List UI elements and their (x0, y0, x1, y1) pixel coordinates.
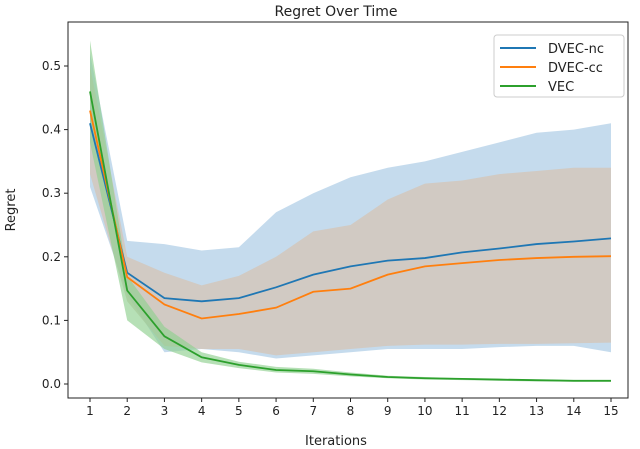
x-tick-label: 4 (198, 404, 206, 418)
x-tick-label: 9 (384, 404, 392, 418)
legend-box (493, 34, 625, 98)
y-tick-label: 0.2 (42, 250, 61, 264)
legend-label-dvec-cc: DVEC-cc (548, 61, 603, 76)
x-axis-label: Iterations (305, 434, 367, 449)
x-tick-label: 11 (455, 404, 470, 418)
x-tick-label: 10 (417, 404, 432, 418)
y-tick-label: 0.4 (42, 123, 61, 137)
y-tick-label: 0.0 (42, 377, 61, 391)
x-tick-label: 12 (492, 404, 507, 418)
y-tick-label: 0.1 (42, 313, 61, 327)
x-tick-label: 7 (309, 404, 317, 418)
x-tick-label: 14 (566, 404, 581, 418)
legend: DVEC-nc DVEC-cc VEC (493, 34, 625, 98)
line-dvec-nc (89, 123, 612, 303)
x-tick-label: 13 (529, 404, 544, 418)
x-tick-label: 1 (86, 404, 94, 418)
y-axis-label: Regret (4, 189, 19, 232)
band-dvec-cc (90, 66, 611, 356)
x-tick-label: 6 (272, 404, 280, 418)
y-tick-label: 0.5 (42, 59, 61, 73)
legend-label-dvec-nc: DVEC-nc (548, 42, 604, 57)
x-tick-label: 3 (161, 404, 169, 418)
x-tick-label: 8 (347, 404, 355, 418)
x-tick-label: 2 (123, 404, 131, 418)
line-vec (89, 91, 611, 382)
x-tick-label: 5 (235, 404, 243, 418)
x-tick-label: 15 (603, 404, 618, 418)
line-dvec-cc (89, 110, 612, 320)
y-tick-label: 0.3 (42, 186, 61, 200)
plot-frame (67, 21, 629, 399)
chart-title: Regret Over Time (275, 4, 398, 20)
legend-label-vec: VEC (548, 80, 574, 95)
